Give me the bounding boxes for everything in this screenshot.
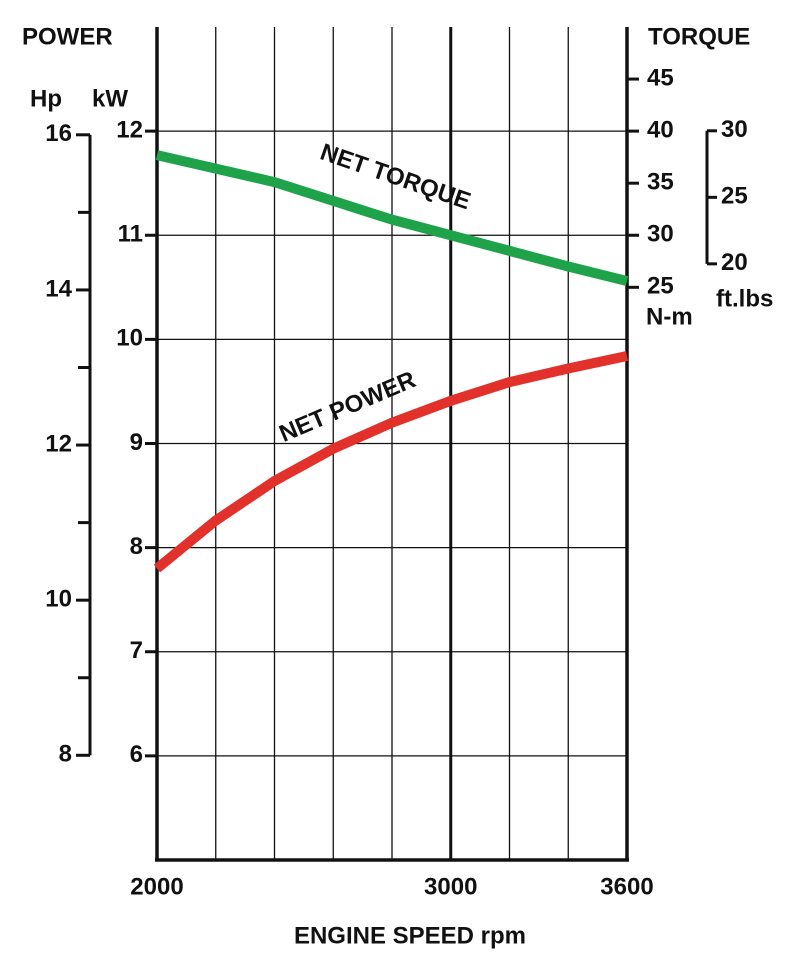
y2-tick-label: 35 — [647, 169, 674, 196]
y-tick-label: 7 — [130, 637, 143, 664]
y-tick-label: 11 — [118, 221, 143, 248]
series-line — [155, 150, 629, 286]
ftlb-axis-label: ft.lbs — [716, 285, 773, 312]
hp-tick-label: 14 — [45, 275, 72, 302]
y2-tick-label: 40 — [647, 116, 674, 143]
series-label: NET POWER — [275, 366, 419, 448]
x-tick-label: 3000 — [424, 873, 477, 900]
hp-tick-label: 8 — [59, 741, 72, 768]
y-tick-label: 6 — [130, 741, 143, 768]
hp-tick-label: 10 — [45, 586, 72, 613]
y2-tick-label: 30 — [647, 221, 674, 248]
y-tick-label: 9 — [130, 429, 143, 456]
x-tick-label: 3600 — [600, 873, 653, 900]
ftlb-tick-label: 30 — [721, 116, 748, 143]
y-tick-label: 12 — [116, 116, 143, 143]
series-line — [153, 351, 629, 573]
x-axis-label: ENGINE SPEED rpm — [294, 922, 526, 949]
ftlb-tick-label: 25 — [721, 183, 748, 210]
y2-tick-label: 25 — [647, 273, 674, 300]
hp-axis-label: Hp — [30, 85, 62, 112]
y2-tick-label: 45 — [647, 64, 674, 91]
power-title: POWER — [22, 23, 113, 50]
torque-title: TORQUE — [648, 23, 750, 50]
hp-tick-label: 16 — [45, 120, 72, 147]
hp-tick-label: 12 — [45, 430, 72, 457]
kw-axis-label: kW — [92, 85, 128, 112]
y-tick-label: 10 — [116, 325, 143, 352]
ftlb-tick-label: 20 — [721, 249, 748, 276]
nm-axis-label: N-m — [646, 303, 693, 330]
y-tick-label: 8 — [130, 533, 143, 560]
x-tick-label: 2000 — [130, 873, 183, 900]
